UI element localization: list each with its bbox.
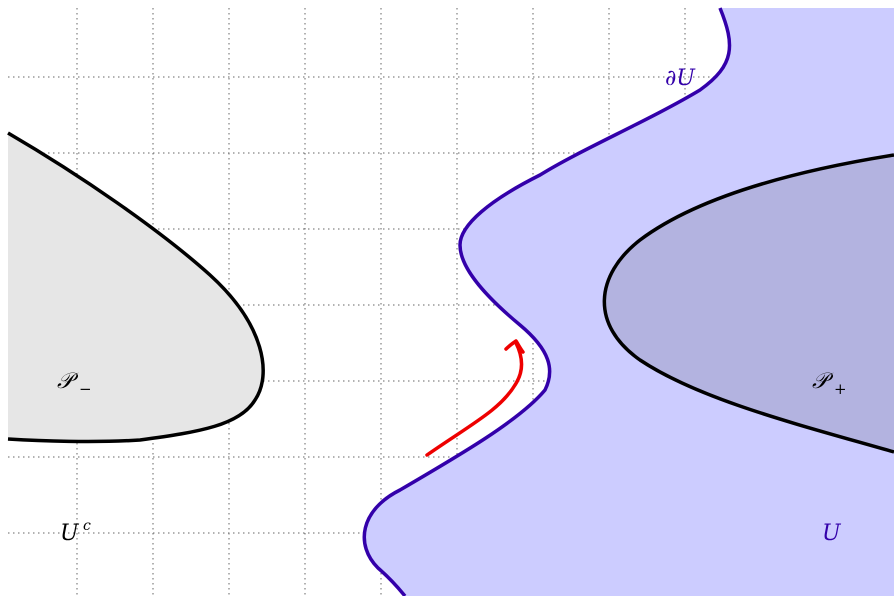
p-plus-region xyxy=(602,153,894,454)
red-arrow-head xyxy=(504,339,525,354)
label-complement: U xyxy=(60,521,80,546)
label-p-minus-subscript: − xyxy=(79,380,92,398)
p-minus-boundary xyxy=(7,131,265,444)
label-complement-superscript: c xyxy=(83,518,91,534)
p-minus-region xyxy=(8,133,264,442)
boundary-u-curve xyxy=(362,7,732,596)
red-arrow-curve xyxy=(425,341,524,457)
label-p-plus-subscript: + xyxy=(834,380,847,398)
label-boundary-u: ∂U xyxy=(665,66,696,91)
label-region-u: U xyxy=(822,521,842,546)
